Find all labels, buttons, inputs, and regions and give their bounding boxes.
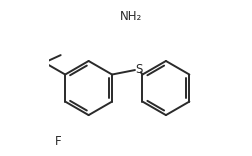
Text: F: F — [55, 135, 61, 148]
Text: NH₂: NH₂ — [119, 10, 141, 23]
Text: S: S — [134, 63, 142, 76]
